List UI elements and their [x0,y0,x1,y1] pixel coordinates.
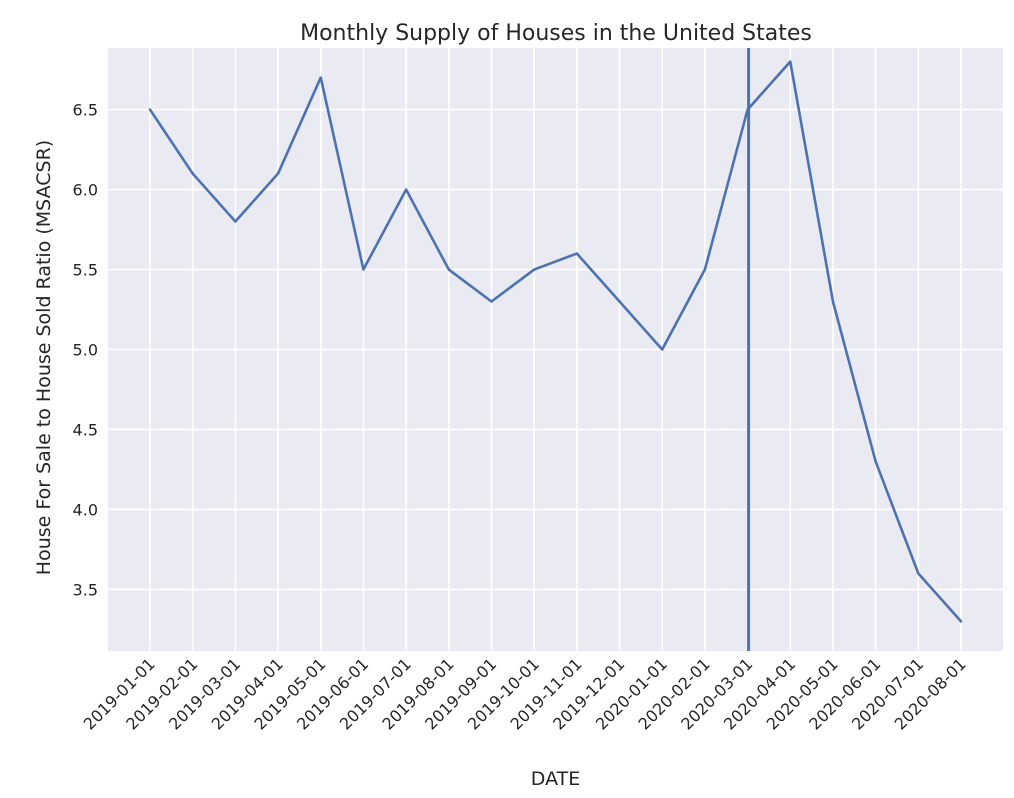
y-tick-label: 4.0 [73,500,98,519]
series-line [148,60,963,623]
x-tick-labels: 2019-01-012019-02-012019-03-012019-04-01… [80,654,970,733]
y-tick-label: 3.5 [73,580,98,599]
y-tick-label: 6.0 [73,181,98,200]
y-gridlines [108,108,1003,591]
y-tick-labels: 3.5 4.0 4.5 5.0 5.5 6.0 6.5 [73,101,98,600]
y-tick-label: 5.0 [73,341,98,360]
y-tick-label: 5.5 [73,261,98,280]
y-axis-label: House For Sale to House Sold Ratio (MSAC… [33,140,55,575]
x-axis-label: DATE [531,768,580,790]
chart-title: Monthly Supply of Houses in the United S… [300,21,812,46]
y-tick-label: 4.5 [73,420,98,439]
y-tick-label: 6.5 [73,101,98,120]
